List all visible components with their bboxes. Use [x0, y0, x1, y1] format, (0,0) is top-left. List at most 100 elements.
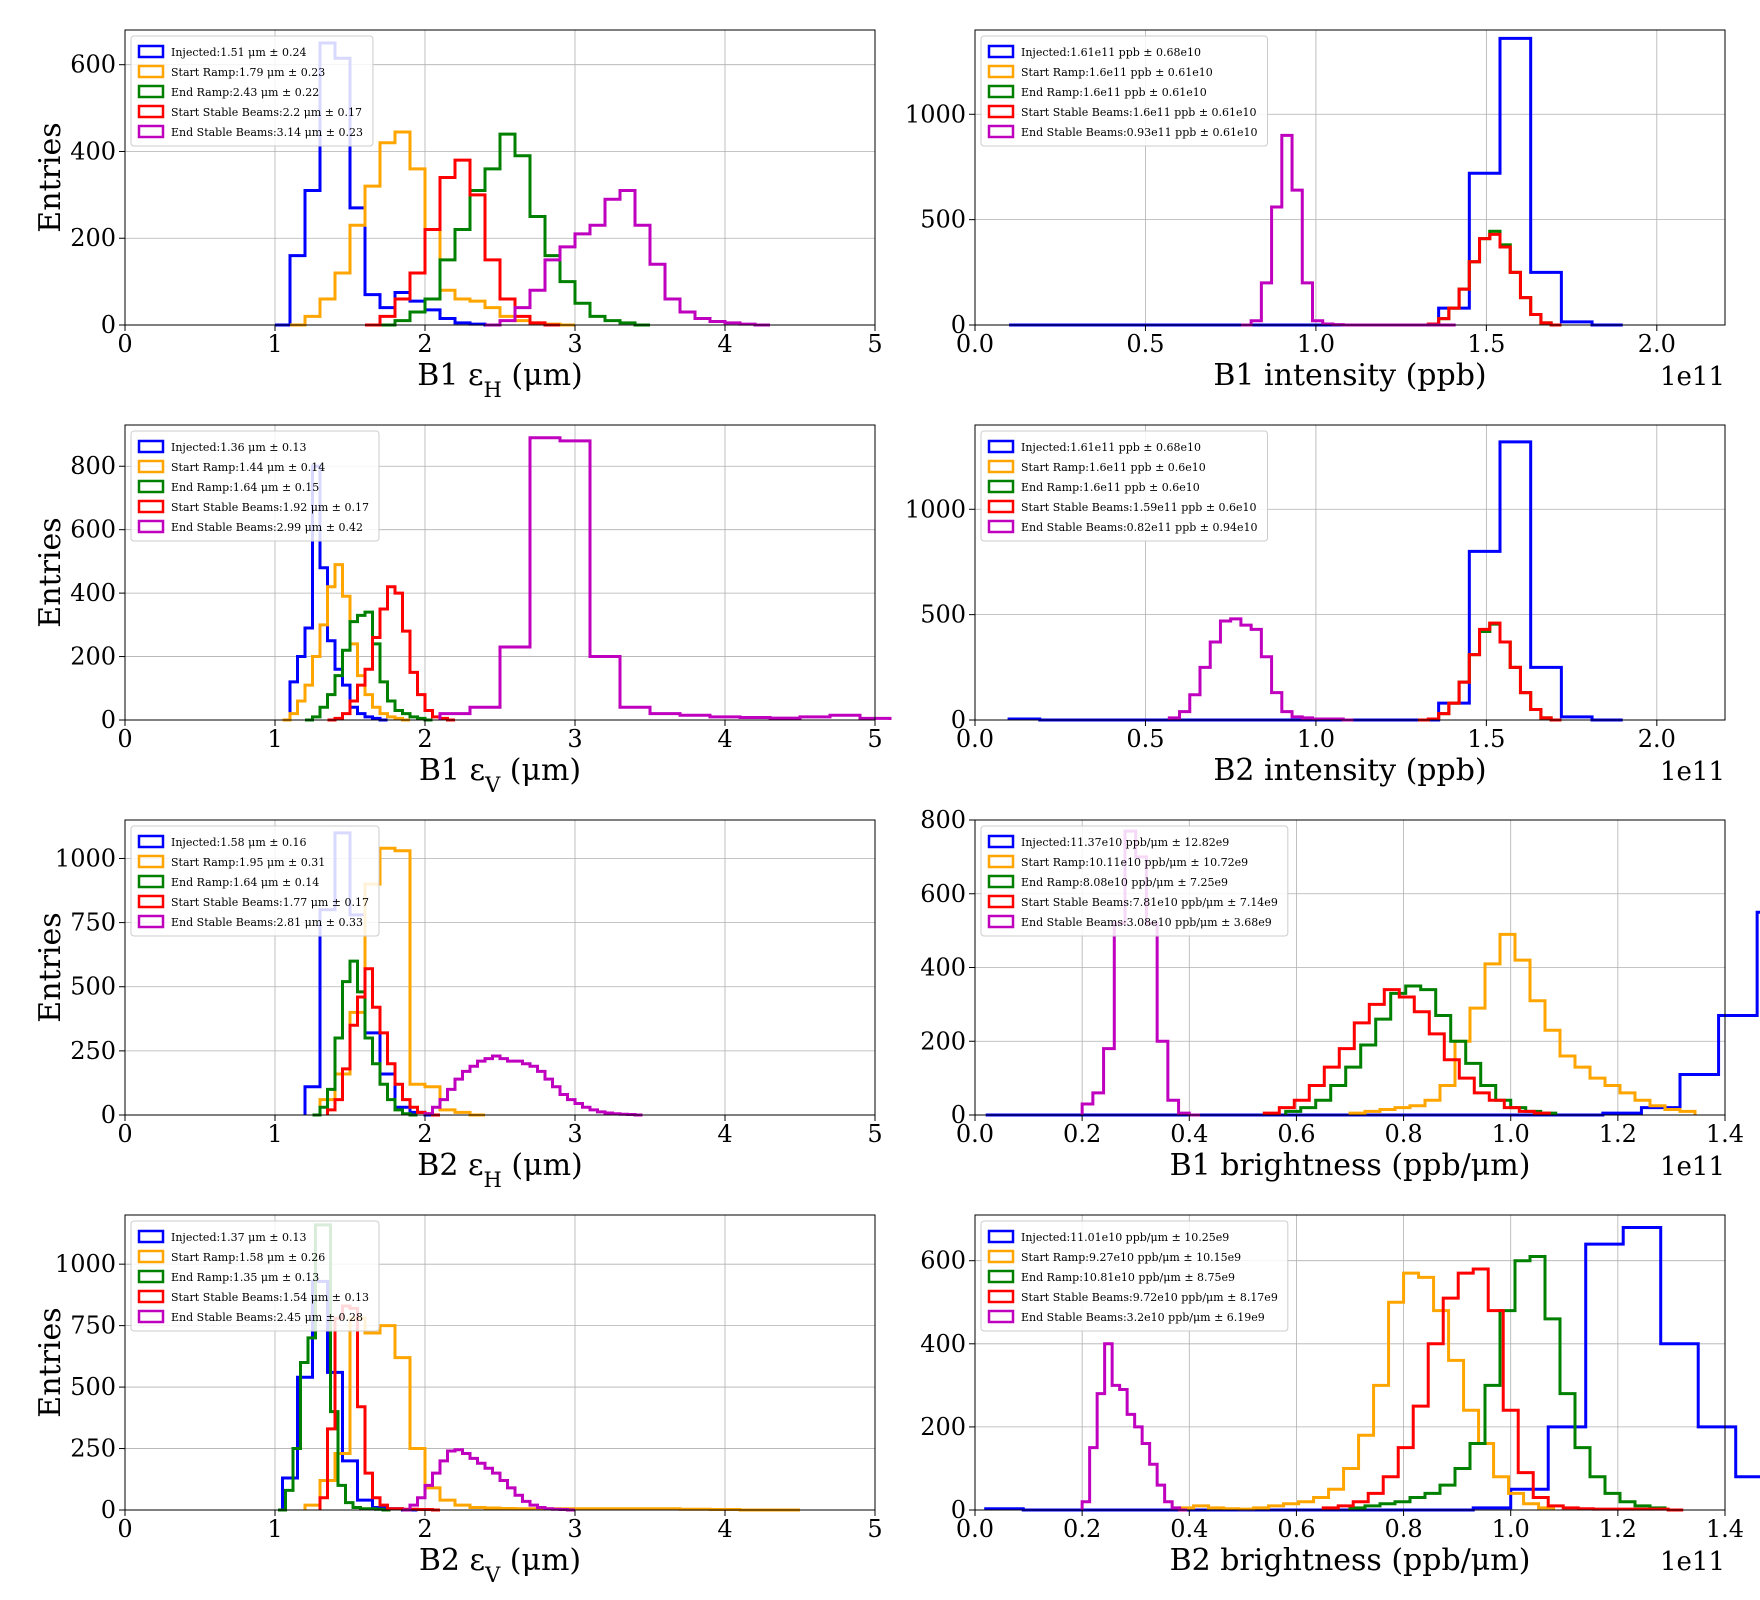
x-tick-label: 4: [717, 330, 732, 358]
y-tick-label: 600: [920, 880, 966, 908]
y-tick-label: 200: [920, 1413, 966, 1441]
histogram-series-3: [1348, 1255, 1667, 1510]
x-tick-label: 1.5: [1467, 725, 1505, 753]
x-tick-label: 0.0: [956, 725, 994, 753]
x-axis-label: B2 intensity (ppb): [1213, 753, 1486, 788]
legend-label: Start Ramp:9.27e10 ppb/μm ± 10.15e9: [1021, 1251, 1241, 1264]
y-tick-label: 1000: [55, 844, 116, 872]
x-tick-label: 0.0: [956, 1515, 994, 1543]
legend-swatch: [137, 894, 165, 909]
x-tick-label: 1.0: [1492, 1120, 1530, 1148]
legend: Injected:1.51 μm ± 0.24 Start Ramp:1.79 μ…: [130, 35, 374, 147]
axes-frame: [124, 1214, 876, 1511]
legend: Injected:11.37e10 ppb/μm ± 12.82e9 Start …: [980, 825, 1289, 937]
legend-swatch: [137, 914, 165, 929]
legend-label: Start Stable Beams:1.92 μm ± 0.17: [171, 501, 369, 514]
x-tick-label: 2.0: [1638, 330, 1676, 358]
histogram-series-4: [327, 585, 455, 722]
x-tick-label: 5: [867, 1120, 882, 1148]
y-tick-label: 400: [70, 137, 116, 165]
x-tick-label: 0.8: [1384, 1120, 1422, 1148]
legend-label: Start Stable Beams:7.81e10 ppb/μm ± 7.14…: [1021, 896, 1278, 909]
histogram-series-5: [1167, 617, 1354, 722]
legend-label: Injected:1.51 μm ± 0.24: [171, 46, 306, 59]
histogram-series-4: [1262, 988, 1551, 1115]
y-axis-label: Entries: [33, 912, 68, 1022]
x-tick-label: 1: [267, 330, 282, 358]
legend-swatch: [137, 1269, 165, 1284]
x-tick-label: 0: [117, 725, 132, 753]
y-tick-label: 600: [920, 1247, 966, 1275]
x-tick-label: 0.4: [1170, 1515, 1208, 1543]
x-tick-label: 3: [567, 330, 582, 358]
axes-frame: [124, 424, 876, 721]
x-axis-label: B1 εV (μm): [419, 753, 581, 797]
legend-swatch: [137, 44, 165, 59]
histogram-series-4: [326, 967, 440, 1117]
legend-swatch: [137, 874, 165, 889]
legend-label: Start Ramp:1.6e11 ppb ± 0.61e10: [1021, 66, 1213, 79]
y-tick-label: 1000: [905, 100, 966, 128]
x-tick-label: 0.5: [1126, 725, 1164, 753]
x-tick-label: 5: [867, 1515, 882, 1543]
y-tick-label: 1000: [905, 495, 966, 523]
legend-label: Start Stable Beams:1.54 μm ± 0.13: [171, 1291, 369, 1304]
axis-offset-text: 1e11: [1660, 1152, 1725, 1182]
y-tick-label: 200: [920, 1027, 966, 1055]
histogram-series-4: [365, 158, 560, 327]
legend-label: End Ramp:1.64 μm ± 0.14: [171, 876, 319, 889]
legend-label: Start Ramp:1.58 μm ± 0.26: [171, 1251, 325, 1264]
legend-label: Injected:1.36 μm ± 0.13: [171, 441, 306, 454]
legend-swatch: [137, 439, 165, 454]
histogram-series-3: [305, 610, 433, 722]
legend-swatch: [987, 64, 1015, 79]
histogram-series-2: [318, 846, 485, 1117]
legend-swatch: [137, 124, 165, 139]
histogram-series-5: [1240, 133, 1456, 327]
legend-swatch: [137, 1309, 165, 1324]
x-axis-label: B1 εH (μm): [417, 358, 582, 402]
x-tick-label: 0.0: [956, 330, 994, 358]
legend-label: End Stable Beams:0.93e11 ppb ± 0.61e10: [1021, 126, 1258, 139]
x-tick-label: 0.6: [1277, 1515, 1315, 1543]
histogram-series-2: [1177, 1271, 1556, 1511]
legend-label: End Ramp:10.81e10 ppb/μm ± 8.75e9: [1021, 1271, 1235, 1284]
x-tick-label: 3: [567, 1515, 582, 1543]
legend-frame: [980, 430, 1268, 542]
histogram-series-3: [312, 959, 418, 1117]
legend: Injected:11.01e10 ppb/μm ± 10.25e9 Start …: [980, 1220, 1289, 1332]
legend-label: Injected:11.37e10 ppb/μm ± 12.82e9: [1021, 836, 1229, 849]
y-tick-label: 750: [70, 1312, 116, 1340]
y-tick-label: 0: [951, 311, 966, 339]
y-tick-label: 500: [70, 973, 116, 1001]
histogram-series-4: [1418, 232, 1562, 327]
y-axis-label: Entries: [33, 517, 68, 627]
legend-swatch: [987, 834, 1015, 849]
y-tick-label: 0: [101, 311, 116, 339]
chart-panel-6: 0.0 0.2 0.4 0.6 0.8 1.0 1.2 1.4 0 200 400 600 800 B1 …: [920, 806, 1760, 1183]
y-tick-label: 250: [70, 1037, 116, 1065]
x-tick-label: 1.0: [1492, 1515, 1530, 1543]
chart-panel-1: 0 1 2 3 4 5 0 200 400 600 B1 εH (μm) Entries Injecte…: [33, 29, 883, 402]
legend: Injected:1.61e11 ppb ± 0.68e10 Start Ramp…: [980, 35, 1268, 147]
x-tick-label: 3: [567, 725, 582, 753]
histogram-series-4: [318, 1304, 440, 1512]
legend-swatch: [987, 1229, 1015, 1244]
y-tick-label: 0: [101, 1101, 116, 1129]
y-tick-label: 0: [101, 706, 116, 734]
y-tick-label: 0: [951, 1496, 966, 1524]
legend-frame: [130, 1220, 380, 1332]
x-tick-label: 5: [867, 725, 882, 753]
y-tick-label: 800: [920, 806, 966, 834]
histogram-series-5: [438, 436, 892, 720]
x-tick-label: 1: [267, 1515, 282, 1543]
legend-swatch: [137, 1289, 165, 1304]
x-tick-label: 2: [417, 1120, 432, 1148]
legend-swatch: [987, 1289, 1015, 1304]
y-tick-label: 200: [70, 224, 116, 252]
y-tick-label: 0: [951, 706, 966, 734]
histogram-series-1: [275, 41, 500, 327]
legend-frame: [130, 430, 380, 542]
histogram-series-3: [1284, 984, 1558, 1115]
legend-swatch: [987, 854, 1015, 869]
